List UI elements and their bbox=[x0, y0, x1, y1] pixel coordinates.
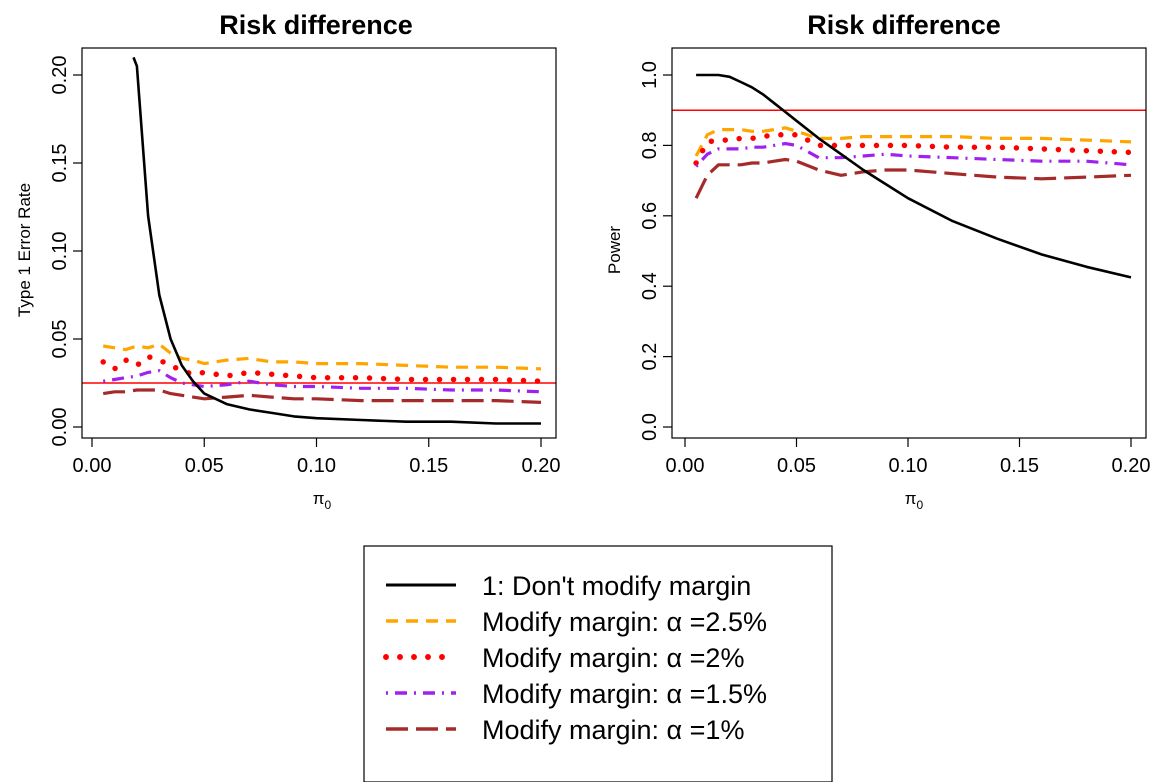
left-y-tick-label: 0.05 bbox=[49, 320, 71, 359]
right-series-line-2 bbox=[694, 126, 1132, 157]
legend-label-2: Modify margin: α =2.5% bbox=[482, 607, 767, 637]
left-y-tick-label: 0.10 bbox=[49, 232, 71, 271]
right-y-tick-label: 0.0 bbox=[639, 413, 661, 441]
legend-box bbox=[363, 545, 833, 782]
right-plot-area: 0.00 0.05 0.10 0.15 0.20 0.0 0.2 0.4 0.6 0.8 1.0 bbox=[639, 61, 1150, 477]
left-x-tick-label: 0.15 bbox=[409, 455, 448, 477]
right-y-tick-label: 0.2 bbox=[639, 343, 661, 371]
left-series-line-2 bbox=[102, 342, 542, 371]
left-x-tick-label: 0.10 bbox=[297, 455, 336, 477]
right-x-tick-label: 0.15 bbox=[1000, 455, 1039, 477]
right-y-tick-label: 1.0 bbox=[639, 61, 661, 89]
left-plot-area: 0.00 0.05 0.10 0.15 0.20 0.00 0.05 0.10 0.15 0.20 bbox=[49, 56, 560, 477]
left-y-axis-label: Type 1 Error Rate bbox=[15, 183, 34, 317]
right-series-line-4 bbox=[694, 142, 1132, 168]
left-panel: Risk difference 0.00 0.05 0.10 0.15 0.200.00… bbox=[15, 10, 560, 512]
right-chart-title: Risk difference bbox=[807, 10, 1001, 40]
left-x-tick-label: 0.05 bbox=[185, 455, 224, 477]
left-y-tick-label: 0.20 bbox=[49, 56, 71, 95]
right-y-tick-label: 0.6 bbox=[639, 202, 661, 230]
legend-label-1: 1: Don't modify margin bbox=[482, 571, 751, 601]
right-series-line-1 bbox=[696, 73, 1132, 279]
left-series-line-5 bbox=[102, 388, 542, 404]
right-panel: Risk difference 0.00 0.05 0.10 0.15 0.200.00… bbox=[605, 10, 1150, 512]
right-series-line-5 bbox=[694, 157, 1132, 199]
legend: 1: Don't modify margin Modify margin: α =… bbox=[363, 545, 833, 782]
left-y-tick-label: 0.15 bbox=[49, 144, 71, 183]
left-series-line-1 bbox=[132, 56, 541, 425]
left-series-line-3 bbox=[100, 353, 544, 384]
left-plot-frame bbox=[81, 47, 557, 439]
right-x-axis-label: π0 bbox=[905, 489, 924, 512]
right-x-tick-label: 0.10 bbox=[889, 455, 928, 477]
right-series-line-3 bbox=[693, 132, 1134, 166]
left-x-axis-label: π0 bbox=[313, 489, 332, 512]
legend-label-3: Modify margin: α =2% bbox=[482, 643, 744, 673]
legend-label-5: Modify margin: α =1% bbox=[482, 715, 744, 745]
left-chart-title: Risk difference bbox=[219, 10, 413, 40]
left-y-tick-label: 0.00 bbox=[49, 408, 71, 447]
left-x-tick-label: 0.20 bbox=[522, 455, 561, 477]
right-x-tick-label: 0.00 bbox=[666, 455, 705, 477]
right-x-tick-label: 0.05 bbox=[777, 455, 816, 477]
left-series-line-4 bbox=[102, 369, 542, 394]
right-y-tick-label: 0.4 bbox=[639, 272, 661, 300]
legend-entries: 1: Don't modify margin Modify margin: α =… bbox=[383, 571, 767, 745]
right-y-axis-label: Power bbox=[605, 226, 624, 275]
legend-label-4: Modify margin: α =1.5% bbox=[482, 679, 767, 709]
right-plot-frame bbox=[671, 47, 1147, 439]
right-x-tick-label: 0.20 bbox=[1112, 455, 1151, 477]
right-y-tick-label: 0.8 bbox=[639, 131, 661, 159]
left-x-tick-label: 0.00 bbox=[73, 455, 112, 477]
